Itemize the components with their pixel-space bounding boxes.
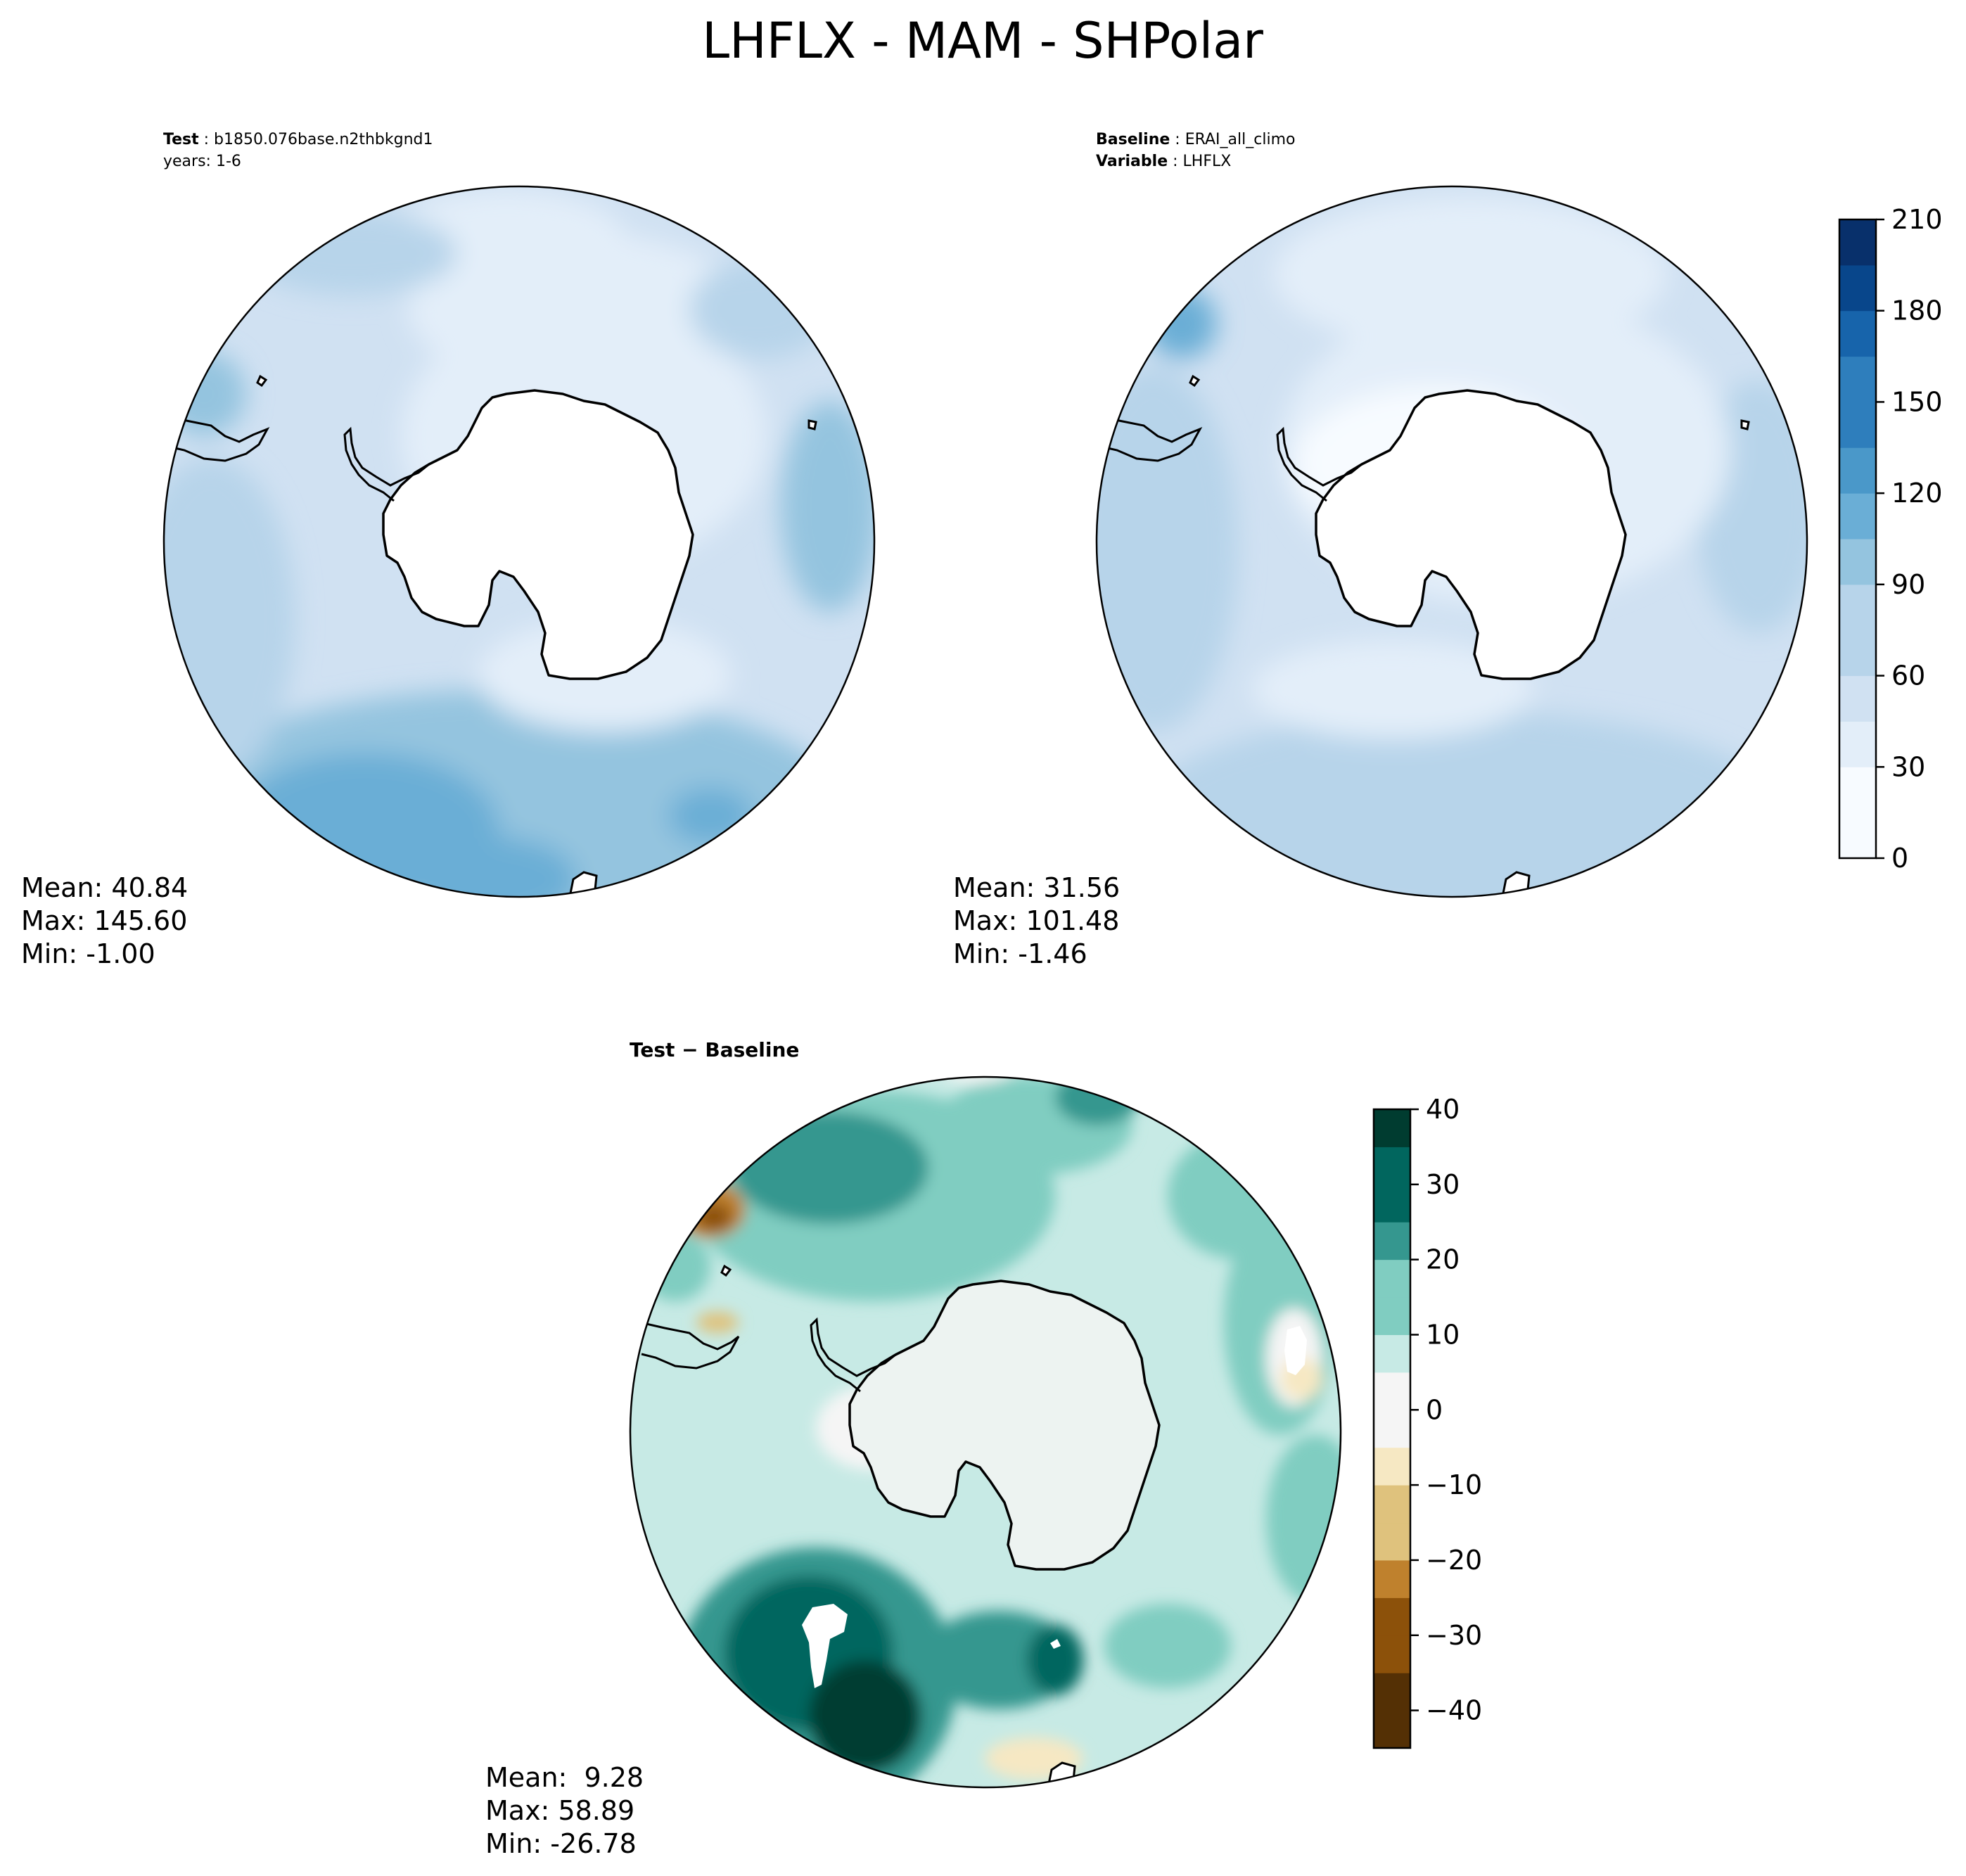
baseline-map-frame [1095,185,1808,898]
main-colorbar-level-11 [1839,310,1876,357]
baseline-header-value-1: ERAI_all_climo [1185,131,1296,148]
diff-colorbar-tick-label-8: −40 [1426,1695,1482,1726]
baseline-header-value-2: LHFLX [1183,153,1232,170]
difference-map-frame [629,1076,1342,1789]
baseline-stat-mean: Mean: 31.56 [953,872,1120,903]
main-colorbar-level-1 [1839,767,1876,813]
diff-colorbar-tick-label-7: −30 [1426,1620,1482,1651]
diff-colorbar-tick-label-3: 10 [1426,1319,1460,1350]
test-header-value: b1850.076base.n2thbkgnd1 [214,131,433,148]
test-panel: Test : b1850.076base.n2thbkgnd1 years: 1… [21,131,876,969]
baseline-antarctica [1097,374,1750,897]
test-header-line-2: years: 1-6 [163,153,241,170]
baseline-header-line-2: Variable : LHFLX [1096,153,1231,170]
diff-colorbar-level-14 [1374,1184,1410,1223]
difference-stat-mean: Mean: 9.28 [485,1762,644,1793]
diff-colorbar-level-6 [1374,1485,1410,1524]
main-colorbar-outline [1838,218,1877,860]
diff-colorbar-tick-label-2: 20 [1426,1244,1460,1275]
main-colorbar-level-8 [1839,447,1876,494]
main-colorbar-level-7 [1839,493,1876,540]
test-header-line-1: Test : b1850.076base.n2thbkgnd1 [163,131,433,148]
test-stat-max: Max: 145.60 [21,905,187,936]
difference-colorbar: 40 30 20 10 0 −10 −20 −30 −40 [1372,1094,1482,1749]
diff-colorbar-tick-label-1: 30 [1426,1169,1460,1200]
diff-colorbar-level-3 [1374,1597,1410,1636]
test-header-key: Test [163,131,199,148]
main-colorbar-level-13 [1839,219,1876,266]
main-colorbar-level-10 [1839,356,1876,402]
diff-colorbar-level-1 [1374,1673,1410,1711]
test-header-sep: : [199,131,214,148]
diff-colorbar-level-11 [1374,1297,1410,1335]
main-colorbar-tick-label-1: 30 [1891,751,1925,782]
main-colorbar-level-6 [1839,539,1876,585]
main-colorbar-tick-label-4: 120 [1891,478,1943,509]
diff-colorbar-tick-label-0: 40 [1426,1094,1460,1125]
test-map-frame [162,185,876,898]
main-colorbar-level-4 [1839,630,1876,677]
test-stat-mean: Mean: 40.84 [21,872,188,903]
baseline-stat-max: Max: 101.48 [953,905,1119,936]
test-map [164,186,874,897]
main-colorbar-tick-label-6: 180 [1891,295,1943,326]
diff-colorbar-level-4 [1374,1559,1410,1598]
main-colorbar-tick-label-0: 0 [1891,843,1908,874]
difference-antarctica [639,1264,1161,1787]
baseline-header-sep-2: : [1168,153,1182,170]
difference-stat-min: Min: -26.78 [485,1828,637,1859]
baseline-header-key-1: Baseline [1096,131,1170,148]
diff-colorbar-level-7 [1374,1447,1410,1486]
diff-colorbar-level-2 [1374,1635,1410,1673]
diff-colorbar-level-10 [1374,1334,1410,1373]
diff-colorbar-tick-label-6: −20 [1426,1545,1482,1576]
main-colorbar-tick-label-7: 210 [1891,204,1943,235]
baseline-header-key-2: Variable [1096,153,1168,170]
difference-map [630,1077,1341,1787]
diff-colorbar-level-15 [1374,1147,1410,1185]
main-colorbar-tick-label-5: 150 [1891,386,1943,417]
diff-colorbar-tick-label-5: −10 [1426,1469,1482,1500]
difference-missing-data [802,1326,1307,1688]
main-colorbar-level-9 [1839,402,1876,448]
baseline-header-line-1: Baseline : ERAI_all_climo [1096,131,1295,148]
difference-header: Test − Baseline [630,1038,799,1061]
baseline-header-sep-1: : [1170,131,1185,148]
diff-colorbar-level-8 [1374,1410,1410,1448]
main-colorbar-level-2 [1839,721,1876,767]
test-stat-min: Min: -1.00 [21,938,155,969]
diff-colorbar-tick-label-4: 0 [1426,1394,1443,1425]
main-colorbar-tick-label-3: 90 [1891,569,1925,600]
figure-title: LHFLX - MAM - SHPolar [702,12,1263,70]
diff-colorbar-level-0 [1374,1710,1410,1749]
diff-colorbar-level-12 [1374,1259,1410,1298]
diff-colorbar-level-13 [1374,1222,1410,1261]
baseline-panel: Baseline : ERAI_all_climo Variable : LHF… [953,131,1808,969]
diff-colorbar-level-9 [1374,1372,1410,1410]
test-antarctica [164,374,817,897]
main-colorbar-level-3 [1839,675,1876,722]
main-colorbar: 0 30 60 90 120 150 180 210 [1838,204,1943,874]
baseline-stat-min: Min: -1.46 [953,938,1087,969]
difference-stat-max: Max: 58.89 [485,1795,634,1826]
main-colorbar-level-0 [1839,812,1876,859]
diff-colorbar-level-5 [1374,1522,1410,1561]
main-colorbar-tick-label-2: 60 [1891,661,1925,691]
diff-colorbar-level-16 [1374,1109,1410,1147]
main-colorbar-level-5 [1839,584,1876,631]
main-colorbar-level-12 [1839,264,1876,312]
difference-panel: Test − Baseline [485,1038,1342,1859]
diff-colorbar-outline [1372,1108,1412,1749]
